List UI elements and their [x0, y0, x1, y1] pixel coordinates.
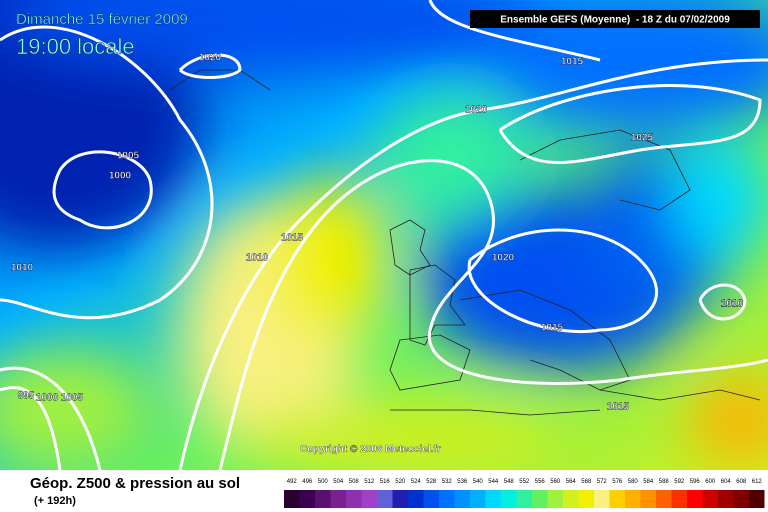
legend-label: 552	[519, 479, 530, 485]
legend-label: 604	[721, 479, 732, 485]
run-box	[470, 10, 760, 28]
legend-swatch	[439, 490, 455, 508]
legend-swatch	[532, 490, 548, 508]
legend-label: 512	[364, 479, 375, 485]
legend-label: 532	[442, 479, 453, 485]
footer-title: Géop. Z500 & pression au sol	[30, 475, 240, 492]
isobar-label: 1005	[117, 151, 140, 162]
isobar-label: 1020	[199, 53, 222, 64]
legend-label: 500	[318, 479, 329, 485]
isobar-labels: 1020 101510051000101010201025101510101010…	[11, 52, 744, 413]
legend-label: 572	[597, 479, 608, 485]
legend-label: 588	[659, 479, 670, 485]
legend-label: 528	[426, 479, 437, 485]
legend-swatch	[330, 490, 346, 508]
isobars	[0, 0, 768, 470]
legend-swatch	[609, 490, 625, 508]
legend-label: 492	[287, 479, 298, 485]
legend-swatch	[470, 490, 486, 508]
legend-label: 592	[674, 479, 685, 485]
legend-swatch	[361, 490, 377, 508]
legend-label: 524	[411, 479, 422, 485]
legend-swatch	[377, 490, 393, 508]
legend-swatch	[284, 490, 300, 508]
legend-swatch	[408, 490, 424, 508]
isobar-label: 1015	[281, 233, 304, 244]
legend-label: 548	[504, 479, 515, 485]
legend-swatch	[299, 490, 315, 508]
legend-label: 596	[690, 479, 701, 485]
copyright: Copyright © 2008 Meteociel.fr	[300, 444, 441, 455]
legend-swatch	[563, 490, 579, 508]
isobar-label: 1010	[721, 299, 744, 310]
legend: 492 496 500 504 508 512 516 520 524 528 532 536 540 5…	[284, 479, 765, 508]
isobar-label: 1000	[109, 171, 132, 182]
legend-label: 584	[643, 479, 654, 485]
legend-label: 504	[333, 479, 344, 485]
legend-swatch	[640, 490, 656, 508]
isobar-label: 1010	[246, 253, 269, 264]
legend-swatch	[625, 490, 641, 508]
legend-swatch	[594, 490, 610, 508]
legend-label: 540	[473, 479, 484, 485]
legend-swatch	[749, 490, 765, 508]
field	[0, 0, 768, 470]
legend-swatch	[733, 490, 749, 508]
legend-label: 576	[612, 479, 623, 485]
isobar-label: 1010	[721, 299, 744, 310]
legend-swatch	[501, 490, 517, 508]
legend-swatch	[516, 490, 532, 508]
legend-swatch	[578, 490, 594, 508]
legend-label: 496	[302, 479, 313, 485]
legend-swatch	[547, 490, 563, 508]
legend-label: 556	[535, 479, 546, 485]
isobar-label: 1010	[11, 263, 34, 274]
isobar-label: 1020	[492, 253, 515, 264]
legend-label: 508	[349, 479, 360, 485]
legend-swatch	[485, 490, 501, 508]
date: Dimanche 15 février 2009	[16, 11, 188, 28]
legend-swatch	[671, 490, 687, 508]
legend-swatch	[392, 490, 408, 508]
time: 19:00 locale	[16, 34, 135, 59]
legend-label: 536	[457, 479, 468, 485]
legend-label: 516	[380, 479, 391, 485]
isobar-label: 1005	[61, 393, 84, 404]
isobar-label: 995	[18, 391, 35, 402]
legend-swatch	[702, 490, 718, 508]
legend-swatch	[454, 490, 470, 508]
isobar-label: 1015	[561, 57, 584, 68]
run-info: Ensemble GEFS (Moyenne) - 18 Z du 07/02/…	[500, 15, 730, 26]
legend-swatch	[346, 490, 362, 508]
legend-label: 580	[628, 479, 639, 485]
legend-label: 544	[488, 479, 499, 485]
legend-swatch	[687, 490, 703, 508]
legend-swatch	[656, 490, 672, 508]
legend-label: 520	[395, 479, 406, 485]
isobar-label: 1020	[465, 105, 488, 116]
legend-swatch	[423, 490, 439, 508]
legend-swatch	[315, 490, 331, 508]
legend-label: 600	[705, 479, 716, 485]
legend-label: 608	[736, 479, 747, 485]
isobar-label: 1015	[607, 402, 630, 413]
legend-label: 568	[581, 479, 592, 485]
isobar-label: 1000	[36, 393, 59, 404]
legend-label: 612	[752, 479, 763, 485]
legend-swatch	[718, 490, 734, 508]
isobar-label: 1015	[541, 323, 564, 334]
isobar-label: 1025	[631, 133, 654, 144]
legend-label: 564	[566, 479, 577, 485]
coastlines	[169, 69, 761, 416]
footer-lead: (+ 192h)	[34, 495, 76, 507]
legend-label: 560	[550, 479, 561, 485]
